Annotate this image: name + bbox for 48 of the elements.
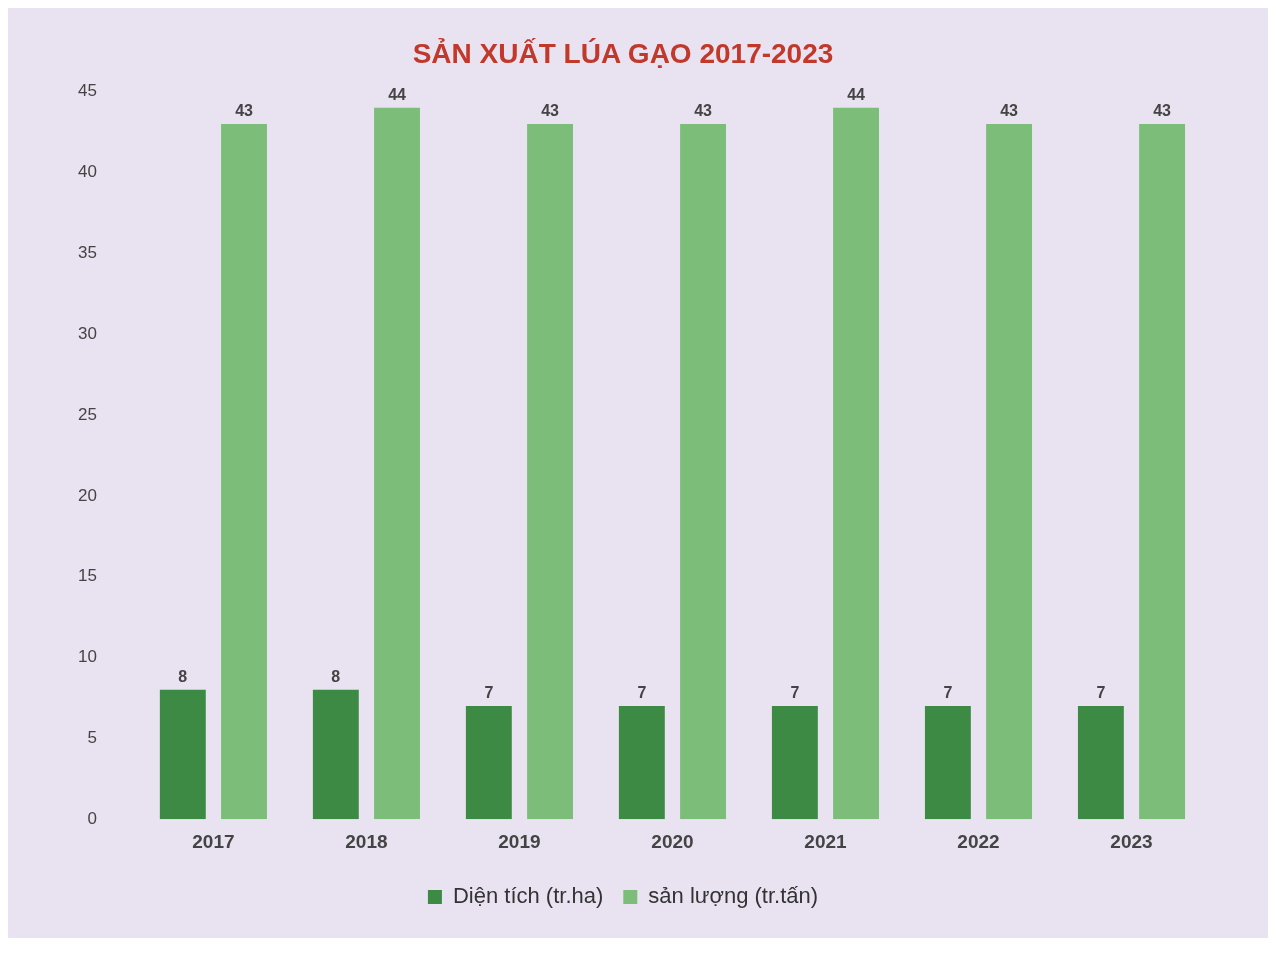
legend-label: Diện tích (tr.ha) bbox=[452, 883, 604, 909]
bar bbox=[527, 123, 573, 820]
bar bbox=[221, 123, 267, 820]
data-label: 7 bbox=[637, 684, 647, 702]
y-tick-label: 40 bbox=[77, 162, 97, 182]
data-label: 43 bbox=[541, 102, 560, 120]
y-tick-label: 15 bbox=[77, 566, 97, 586]
data-label: 7 bbox=[484, 684, 494, 702]
data-label: 43 bbox=[1000, 102, 1019, 120]
bar bbox=[618, 706, 665, 820]
y-tick-label: 45 bbox=[77, 81, 97, 101]
x-tick-label: 2020 bbox=[651, 830, 694, 852]
x-tick-label: 2022 bbox=[957, 830, 1000, 852]
bar bbox=[159, 689, 206, 820]
x-tick-label: 2018 bbox=[345, 830, 388, 852]
bar bbox=[833, 107, 880, 820]
bar bbox=[1139, 123, 1186, 820]
bar bbox=[312, 689, 359, 820]
data-label: 44 bbox=[388, 86, 407, 104]
chart-title: SẢN XUẤT LÚA GẠO 2017-2023 bbox=[412, 36, 834, 69]
data-label: 8 bbox=[178, 668, 188, 686]
y-tick-label: 35 bbox=[77, 242, 97, 262]
y-tick-label: 25 bbox=[77, 404, 97, 424]
data-label: 7 bbox=[790, 684, 800, 702]
legend-label: sản lượng (tr.tấn) bbox=[648, 883, 819, 909]
bar bbox=[465, 706, 512, 820]
data-label: 8 bbox=[331, 668, 341, 686]
y-tick-label: 5 bbox=[87, 728, 97, 748]
y-tick-label: 0 bbox=[87, 808, 97, 828]
data-label: 7 bbox=[1096, 684, 1106, 702]
bar bbox=[1077, 706, 1124, 820]
data-label: 7 bbox=[943, 684, 953, 702]
bar bbox=[771, 706, 818, 820]
y-tick-label: 30 bbox=[77, 323, 97, 343]
data-label: 43 bbox=[235, 102, 254, 120]
x-tick-label: 2023 bbox=[1110, 830, 1153, 852]
data-label: 43 bbox=[694, 102, 713, 120]
bar bbox=[374, 107, 420, 820]
bar bbox=[680, 123, 727, 820]
data-label: 44 bbox=[847, 86, 866, 104]
data-label: 43 bbox=[1153, 102, 1172, 120]
y-tick-label: 10 bbox=[77, 647, 97, 667]
x-tick-label: 2021 bbox=[804, 830, 848, 852]
bar bbox=[924, 706, 971, 820]
x-tick-label: 2019 bbox=[498, 830, 541, 852]
bar bbox=[986, 123, 1033, 820]
x-tick-label: 2017 bbox=[192, 830, 235, 852]
y-tick-label: 20 bbox=[77, 485, 97, 505]
